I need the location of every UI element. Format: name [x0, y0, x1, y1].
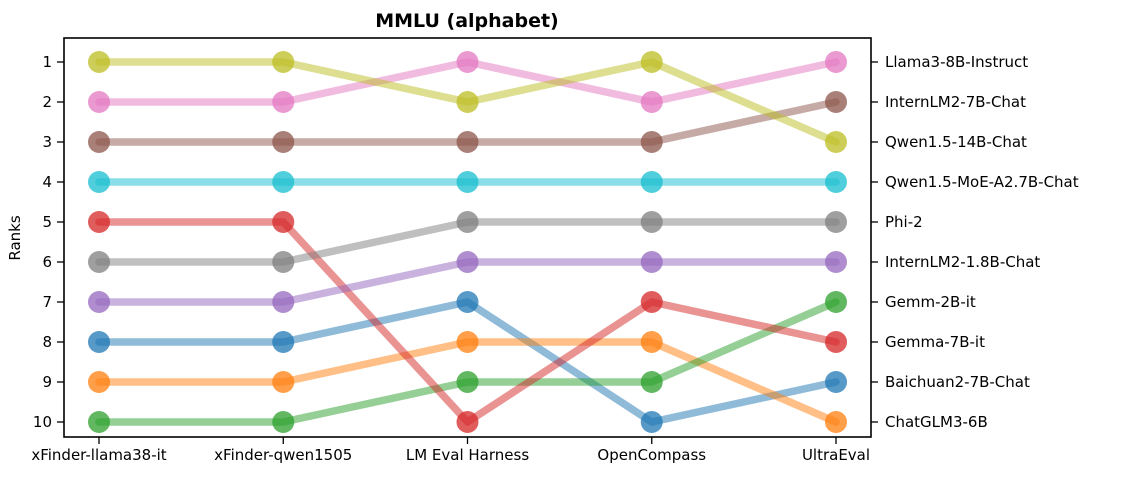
data-point-marker — [272, 211, 295, 233]
data-point-marker — [640, 291, 663, 313]
plot-border — [63, 37, 872, 438]
y-tick-label: 4 — [42, 173, 52, 191]
y-tick-label: 1 — [42, 53, 52, 71]
data-point-marker — [825, 171, 847, 193]
data-point-marker — [456, 251, 479, 273]
data-point-marker — [88, 51, 110, 73]
plot-area: 1 Llama3-8B-Instruct 2 InternLM2-7B-Chat 3 Qw… — [31, 37, 1079, 464]
data-point-marker — [640, 51, 663, 73]
right-axis-model-label: Gemm-2B-it — [885, 293, 976, 311]
y-tick-label: 6 — [42, 253, 52, 271]
right-axis-model-label: Qwen1.5-14B-Chat — [885, 133, 1027, 151]
data-point-marker — [640, 331, 663, 353]
data-point-marker — [640, 211, 663, 233]
data-point-marker — [88, 411, 110, 433]
data-point-marker — [825, 251, 847, 273]
x-tick-label: xFinder-llama38-it — [31, 446, 166, 464]
y-tick-label: 10 — [33, 413, 52, 431]
data-point-marker — [825, 91, 847, 113]
data-point-marker — [272, 251, 295, 273]
data-point-marker — [640, 371, 663, 393]
data-point-marker — [272, 291, 295, 313]
y-tick-label: 2 — [42, 93, 52, 111]
x-tick-label: xFinder-qwen1505 — [214, 446, 352, 464]
data-point-marker — [825, 51, 847, 73]
right-axis-model-label: ChatGLM3-6B — [885, 413, 988, 431]
right-axis-model-label: Llama3-8B-Instruct — [885, 53, 1028, 71]
right-axis-model-label: Qwen1.5-MoE-A2.7B-Chat — [885, 173, 1079, 191]
data-point-marker — [456, 331, 479, 353]
data-point-marker — [825, 211, 847, 233]
chart-title: MMLU (alphabet) — [375, 10, 559, 32]
y-tick-label: 3 — [42, 133, 52, 151]
data-point-marker — [88, 291, 110, 313]
right-axis-model-label: InternLM2-7B-Chat — [885, 93, 1026, 111]
data-point-marker — [640, 131, 663, 153]
data-point-marker — [272, 131, 295, 153]
data-point-marker — [272, 171, 295, 193]
data-point-marker — [456, 91, 479, 113]
right-axis-model-label: Phi-2 — [885, 213, 923, 231]
data-point-marker — [640, 91, 663, 113]
y-tick-label: 9 — [42, 373, 52, 391]
data-point-marker — [88, 211, 110, 233]
data-point-marker — [88, 91, 110, 113]
data-point-marker — [88, 131, 110, 153]
data-point-marker — [640, 411, 663, 433]
x-tick-label: LM Eval Harness — [406, 446, 529, 464]
data-point-marker — [825, 371, 847, 393]
x-tick-label: OpenCompass — [597, 446, 706, 464]
data-point-marker — [640, 171, 663, 193]
data-point-marker — [456, 211, 479, 233]
y-axis-label: Ranks — [6, 215, 24, 260]
data-point-marker — [88, 331, 110, 353]
y-tick-label: 8 — [42, 333, 52, 351]
data-point-marker — [456, 171, 479, 193]
data-point-marker — [456, 131, 479, 153]
data-point-marker — [456, 291, 479, 313]
data-point-marker — [825, 331, 847, 353]
data-point-marker — [88, 171, 110, 193]
right-axis-model-label: Baichuan2-7B-Chat — [885, 373, 1030, 391]
data-point-marker — [456, 51, 479, 73]
data-point-marker — [825, 411, 847, 433]
data-point-marker — [272, 51, 295, 73]
right-axis-model-label: Gemma-7B-it — [885, 333, 985, 351]
data-point-marker — [88, 371, 110, 393]
data-point-marker — [456, 411, 479, 433]
x-tick-label: UltraEval — [802, 446, 870, 464]
data-point-marker — [825, 291, 847, 313]
y-tick-label: 5 — [42, 213, 52, 231]
data-point-marker — [456, 371, 479, 393]
data-point-marker — [272, 331, 295, 353]
data-point-marker — [272, 411, 295, 433]
data-point-marker — [272, 91, 295, 113]
right-axis-model-label: InternLM2-1.8B-Chat — [885, 253, 1040, 271]
data-point-marker — [640, 251, 663, 273]
y-tick-label: 7 — [42, 293, 52, 311]
data-point-marker — [825, 131, 847, 153]
data-point-marker — [88, 251, 110, 273]
data-point-marker — [272, 371, 295, 393]
